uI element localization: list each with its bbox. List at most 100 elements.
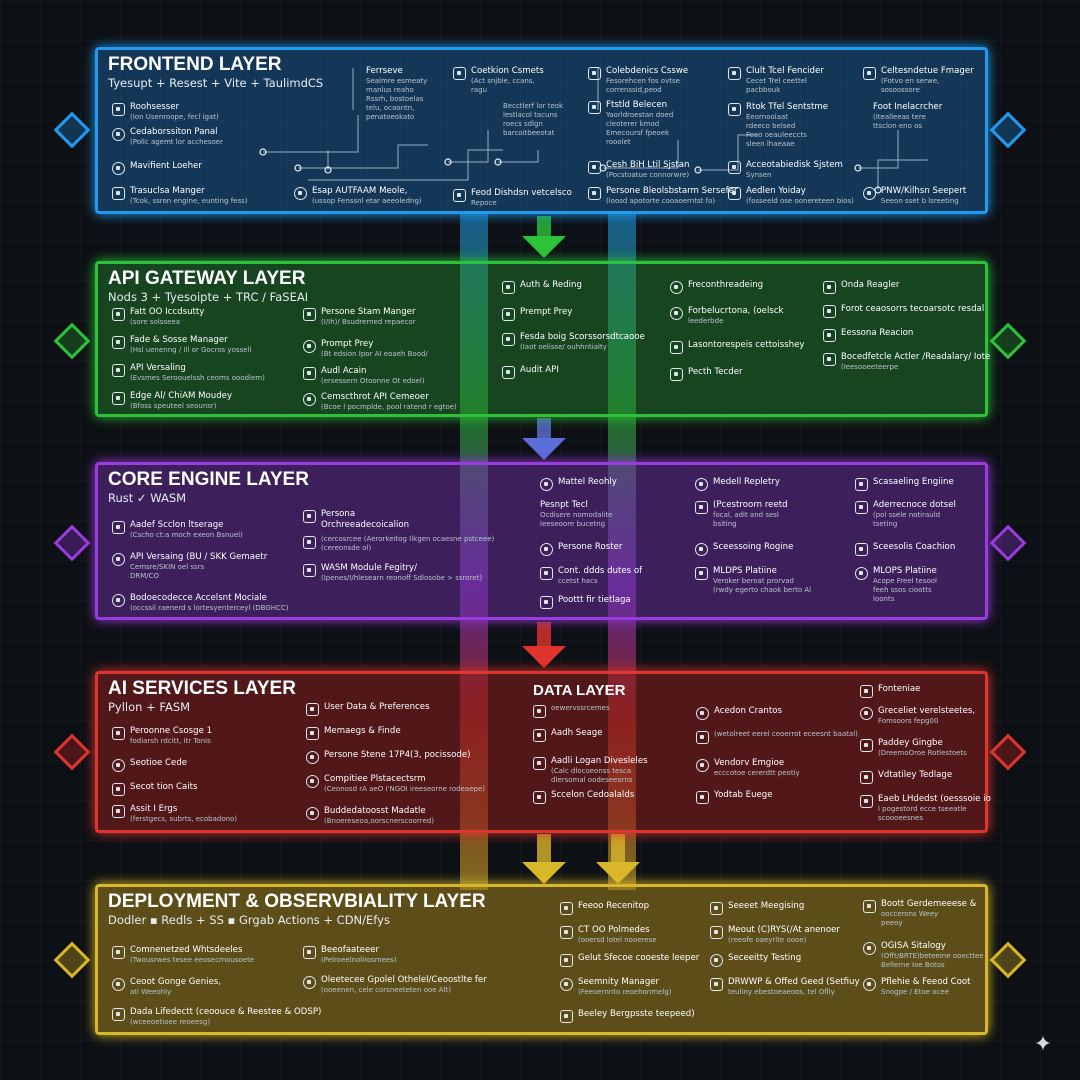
component-label: Dada Lifedectt (ceoouce & Reestee & ODSP… [130, 1007, 322, 1017]
component-label: Aedlen Yoiday [746, 186, 806, 196]
component-icon [855, 501, 868, 514]
arrow-1 [522, 236, 566, 258]
component-item: Eaeb LHdedst (oesssoie io l pogestord ecc… [860, 794, 991, 823]
component-item: Becctlerf lor teok lestlacol tacuns roec… [503, 102, 563, 138]
component-label: Auth & Reding [520, 280, 582, 290]
component-label: Secot tion Caits [130, 782, 198, 792]
component-icon [540, 478, 553, 491]
component-icon [112, 594, 125, 607]
layer-title: AI SERVICES LAYER [108, 678, 296, 699]
component-item: Coetkion Csmets (Act snjble, ccans, ragu [453, 66, 544, 95]
component-description: oewervssrcemes [551, 704, 610, 712]
component-icon [453, 67, 466, 80]
component-description: (Bt edsion Ipor AI eoaeh Bood/ [321, 350, 428, 358]
component-description: Sealmre esmeaty manlus reaho Rssrh, bost… [366, 77, 428, 121]
component-description: (Iaot oelisse/ ouhhntialty [520, 343, 607, 351]
arrow-stem-3 [537, 622, 551, 648]
frontend-layer: FRONTEND LAYER Tyesupt + Resest + Vite +… [95, 47, 988, 214]
component-item: Prompt Prey (Bt edsion Ipor AI eoaeh Bood… [303, 339, 428, 359]
component-description: Cemsre/SKIN oel ssrs DRM/CO [130, 563, 205, 580]
component-icon [112, 978, 125, 991]
component-icon [303, 308, 316, 321]
component-icon [533, 705, 546, 718]
component-icon [502, 281, 515, 294]
component-description: l pogestord ecce tseeatle scoooeesnes [878, 805, 967, 822]
component-item: Mavifient Loeher [112, 161, 202, 175]
component-description: (Hsl uenenng / Ill or Gocros yossell [130, 346, 252, 354]
component-description: (Twousrwes tesee eeosecrnousoete [130, 956, 255, 964]
component-item: Celtesndetue Fmager (Fotvo en serwe, soso… [863, 66, 974, 95]
component-item: Auth & Reding [502, 280, 582, 294]
component-item: OGISA Sitalogy (Offt/BRTE)beteeine ooectt… [863, 941, 984, 970]
component-label: Ceoot Gonge Genies, [130, 977, 222, 987]
component-description: (Tcok, ssron engine, eunting fess) [130, 197, 248, 205]
component-item: Acceotabiedisk Sjstem Synsen [728, 160, 843, 180]
component-description: fodiarsh rdcitt, itr Tonis [130, 737, 211, 745]
component-icon [860, 795, 873, 808]
component-description: (ooeenen, cele corsneeteten ooe Alt) [321, 986, 451, 994]
component-label: Cemscthrot API Cemeoer [321, 392, 429, 402]
component-description: (ooersd lotel nooerese [578, 936, 657, 944]
component-label: Sceesolis Coachion [873, 542, 956, 552]
component-item: Comnenetzed Whtsdeeles (Twousrwes tesee e… [112, 945, 254, 965]
layer-title: DEPLOYMENT & OBSERVBIALITY LAYER [108, 891, 486, 912]
component-item: API Versaling (Evsmes Seroouelssh ceoms o… [112, 363, 265, 383]
component-description: Ocdisere nomodalite Ieeseoore bucetng [540, 511, 613, 528]
component-icon [112, 553, 125, 566]
component-item: Persone Roster [540, 542, 622, 556]
component-item: oewervssrcemes [533, 704, 610, 718]
component-label: MLDPS Platiine [713, 566, 777, 576]
component-icon [112, 392, 125, 405]
component-icon [303, 340, 316, 353]
component-item: Sceessoing Rogine [695, 542, 793, 556]
component-label: Beeofaateeer [321, 945, 380, 955]
component-label: PNW/Kilhsn Seepert [881, 186, 967, 196]
component-item: Dada Lifedectt (ceoouce & Reestee & ODSP… [112, 1007, 321, 1027]
arrow-4 [522, 862, 566, 884]
component-icon [502, 308, 515, 321]
component-icon [303, 976, 316, 989]
component-icon [863, 187, 876, 200]
component-label: Mattel Reohly [558, 477, 617, 487]
component-item: Scasaeling Engiine [855, 477, 954, 491]
component-item: Forot ceaosorrs tecoarsotc resdal [823, 304, 984, 318]
component-icon [696, 791, 709, 804]
component-label: Peroonne Csosge 1 [130, 726, 213, 736]
component-label: Trasuclsa Manger [130, 186, 205, 196]
arrow-5 [596, 862, 640, 884]
component-label: Audl Acain [321, 366, 367, 376]
component-icon [710, 954, 723, 967]
component-icon [588, 67, 601, 80]
component-label: Aadef Scclon ltserage [130, 520, 224, 530]
component-item: Greceliet verelsteetes, Fomsoors fepg00 [860, 706, 975, 726]
component-icon [728, 187, 741, 200]
component-item: Eessona Reacion [823, 328, 913, 342]
arrow-stem-1 [537, 216, 551, 236]
component-icon [696, 731, 709, 744]
component-description: (Offt/BRTE)beteeine ooecttee Bellerne Io… [881, 952, 984, 969]
component-item: Sccelon Cedoalalds [533, 790, 634, 804]
layer-subtitle: Tyesupt + Resest + Vite + TaulimdCS [108, 76, 324, 90]
component-description: (cercosrcee (Aerorkeitog Ilkgen ocaesne … [321, 535, 495, 552]
component-description: ccetst hacs [558, 577, 598, 585]
component-item: Fade & Sosse Manager (Hsl uenenng / Ill o… [112, 335, 251, 355]
component-label: Pesnpt Tecl [540, 500, 588, 510]
component-label: Clult Tcel Fencider [746, 66, 824, 76]
component-item: Peroonne Csosge 1 fodiarsh rdcitt, itr To… [112, 726, 212, 746]
component-icon [533, 791, 546, 804]
component-icon [695, 501, 708, 514]
component-icon [112, 727, 125, 740]
component-label: Compitiee Plstacectsrm [324, 774, 426, 784]
component-icon [696, 759, 709, 772]
component-label: Vendorv Emgioe [714, 758, 785, 768]
component-label: Seeeet Meegising [728, 901, 805, 911]
component-description: (loosd apotorte cooaoerntst fo) [606, 197, 716, 205]
component-label: User Data & Preferences [324, 702, 430, 712]
component-item: Seemnity Manager (Feeoernnto reoehonmelg) [560, 977, 671, 997]
component-icon [588, 101, 601, 114]
component-icon [855, 478, 868, 491]
component-item: (cercosrcee (Aerorkeitog Ilkgen ocaesne … [303, 535, 494, 553]
component-item: Ftstld Belecen Yaorldroestan doed cleoter… [588, 100, 673, 147]
component-item: Feod Dishdsn vetcelsco Repoce [453, 188, 572, 208]
component-label: WASM Module Fegitry/ [321, 563, 417, 573]
